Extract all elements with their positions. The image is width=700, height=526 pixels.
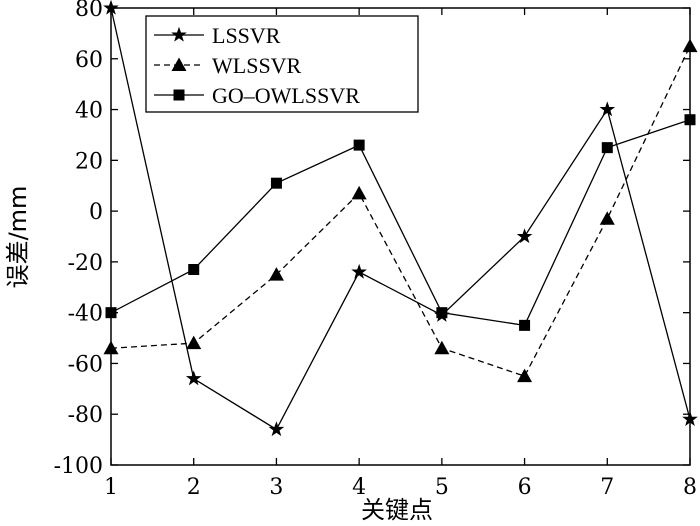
series-line (110, 119, 691, 327)
y-tick-label: -40 (68, 302, 103, 327)
data-point (599, 211, 615, 225)
data-point (351, 263, 367, 279)
data-point (103, 340, 119, 355)
legend-marker (171, 26, 187, 42)
legend-item: WLSSVR (154, 53, 302, 78)
y-tick-label: 60 (75, 48, 103, 73)
series-line (110, 7, 691, 431)
x-tick-label: 3 (269, 475, 283, 500)
x-tick-label: 1 (104, 475, 118, 500)
x-tick-label: 7 (600, 475, 614, 500)
legend-marker (171, 57, 187, 71)
data-point (351, 185, 367, 200)
y-tick-label: 0 (89, 200, 103, 225)
data-point (186, 335, 202, 350)
y-tick-label: 20 (75, 149, 103, 174)
data-point (436, 307, 448, 319)
data-point (684, 114, 696, 126)
legend-label: GO–OWLSSVR (212, 83, 360, 108)
data-point (353, 139, 365, 151)
y-tick-label: -80 (68, 403, 103, 428)
y-tick-label: 80 (75, 0, 103, 22)
legend-item: LSSVR (154, 23, 281, 48)
x-tick-label: 4 (352, 475, 366, 500)
x-tick-label: 2 (187, 475, 201, 500)
data-point (516, 228, 533, 244)
series-layer (103, 0, 698, 437)
legend-label: WLSSVR (212, 53, 302, 78)
x-tick-label: 6 (518, 475, 532, 500)
data-point (599, 101, 616, 117)
legend-box (145, 15, 419, 113)
legend-marker (173, 89, 185, 101)
legend-item: GO–OWLSSVR (154, 83, 360, 108)
y-axis-label: 误差/mm (4, 186, 32, 289)
data-point (188, 264, 200, 276)
series-line (110, 45, 691, 377)
data-point (434, 340, 450, 355)
data-point (185, 370, 202, 386)
data-point (268, 421, 285, 437)
data-point (517, 368, 533, 383)
legend: LSSVR WLSSVR GO–OWLSSVR (145, 15, 419, 113)
data-point (268, 267, 284, 281)
x-tick-label: 8 (683, 475, 697, 500)
legend-label: LSSVR (212, 23, 281, 48)
data-point (682, 411, 698, 426)
data-point (682, 38, 698, 53)
y-tick-label: -100 (54, 454, 103, 479)
x-axis-label: 关键点 (361, 496, 433, 524)
x-tick-label: 5 (435, 475, 449, 500)
y-tick-label: 40 (75, 99, 103, 124)
y-tick-label: -20 (68, 251, 103, 276)
series-wlssvr (103, 38, 698, 383)
y-tick-label: -60 (68, 352, 103, 377)
axis-layer: 1 2 3 4 5 6 7 8 80 60 40 20 0 -20 -40 -60 -80 -100 (54, 0, 697, 500)
series-go-owlssvr (105, 114, 696, 331)
data-point (519, 319, 531, 331)
data-point (601, 142, 613, 154)
data-point (270, 177, 282, 189)
